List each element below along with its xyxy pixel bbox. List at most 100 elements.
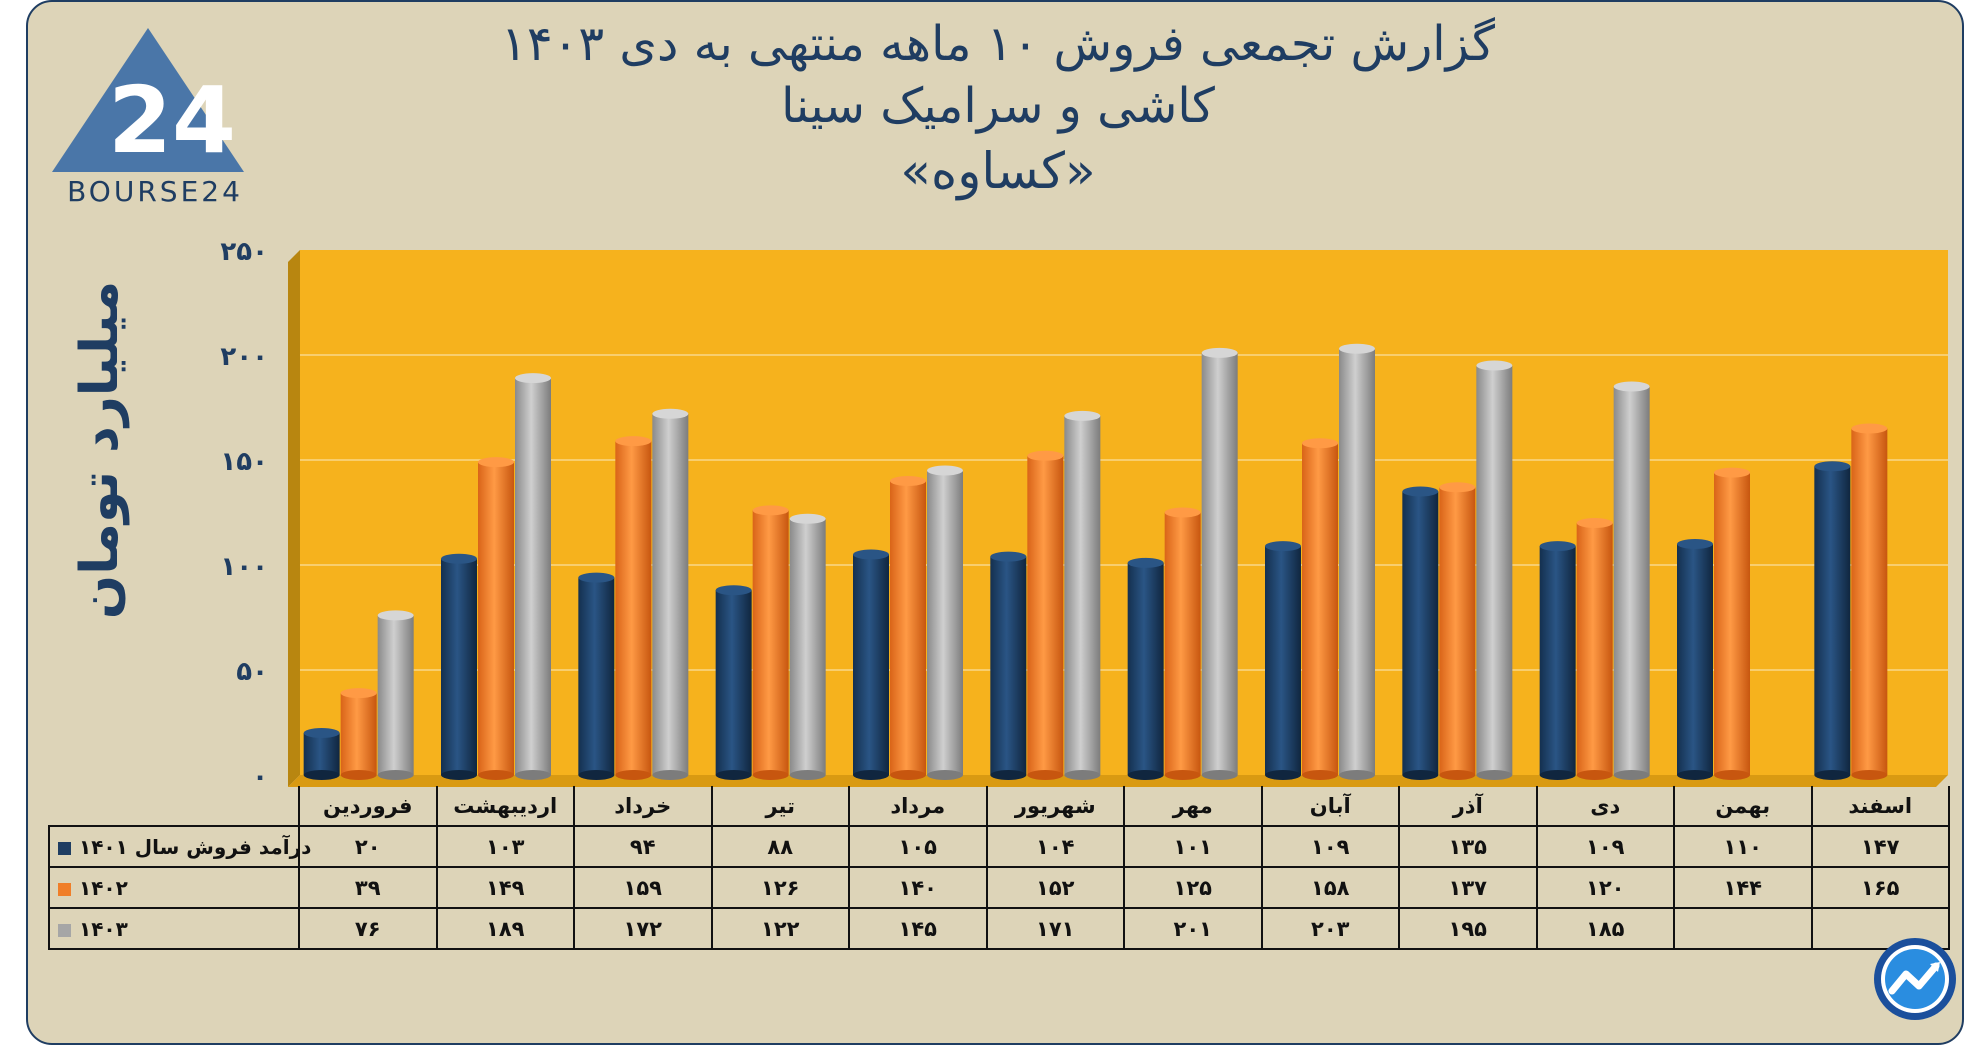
bar-1402 xyxy=(1851,423,1888,780)
data-label: ۲۰ xyxy=(298,825,438,868)
data-label xyxy=(1673,907,1813,950)
bar-1403-cap xyxy=(652,408,689,419)
data-label: ۱۰۴ xyxy=(985,825,1125,868)
bar-1401-base xyxy=(303,770,340,780)
bar-1403-base xyxy=(515,770,551,780)
bar-1401 xyxy=(1127,557,1164,780)
x-tick-label: اسفند xyxy=(1810,786,1950,827)
x-tick-label: بهمن xyxy=(1673,786,1813,827)
data-label: ۱۰۱ xyxy=(1123,825,1263,868)
ticker-symbol: «کساوه» xyxy=(900,142,1096,200)
bar-1402 xyxy=(752,505,789,780)
bar-1403 xyxy=(1613,381,1650,780)
bar-1401-base xyxy=(1402,770,1439,780)
bar-1401-cap xyxy=(853,549,889,560)
x-tick-label: شهریور xyxy=(985,786,1125,827)
x-tick-label: آبان xyxy=(1260,786,1400,827)
x-tick-label: تیر xyxy=(710,786,850,827)
table-row: درآمد فروش سال ۱۴۰۱ ۲۰ ۱۰۳ ۹۴ ۸۸ ۱۰۵ ۱۰۴ ۱۰۱ ۱۰۹… xyxy=(48,825,1950,868)
bar-1403 xyxy=(1476,360,1513,780)
legend-label: درآمد فروش سال ۱۴۰۱ xyxy=(79,834,312,859)
table-row: ۱۴۰۲ ۳۹ ۱۴۹ ۱۵۹ ۱۲۶ ۱۴۰ ۱۵۲ ۱۲۵ ۱۵۸ ۱۳۷ ۱۲۰ ۱۴۴ ۱۶۵ xyxy=(48,866,1950,909)
bar-1403 xyxy=(927,465,963,780)
plot-area xyxy=(300,250,1948,775)
bar-1401 xyxy=(1539,541,1576,780)
data-label: ۱۳۵ xyxy=(1398,825,1538,868)
bar-1402-body xyxy=(1439,487,1476,775)
plot-floor xyxy=(288,775,1948,787)
bar-1402 xyxy=(1027,450,1064,780)
bar-1401-cap xyxy=(1539,541,1576,552)
y-tick-label: ۰ xyxy=(252,762,268,792)
bar-1403-cap xyxy=(1339,343,1375,354)
bar-1401 xyxy=(1814,461,1851,780)
bar-1403 xyxy=(1339,343,1375,780)
legend-swatch xyxy=(58,882,71,896)
data-label: ۸۸ xyxy=(710,825,850,868)
bar-1402-cap xyxy=(478,457,514,468)
bar-1403-cap xyxy=(1064,410,1101,421)
bar-1403-body xyxy=(927,470,963,775)
data-label: ۹۴ xyxy=(573,825,713,868)
bar-1402-base xyxy=(615,770,652,780)
bar-1401-body xyxy=(441,558,477,775)
bar-1402-cap xyxy=(752,505,789,516)
data-label: ۱۶۵ xyxy=(1810,866,1950,909)
bar-1402 xyxy=(615,436,652,780)
bar-1403-base xyxy=(1613,770,1650,780)
legend-entry: ۱۴۰۳ xyxy=(48,907,300,950)
bar-1402 xyxy=(1576,518,1613,780)
bar-1402-base xyxy=(340,770,377,780)
bar-1401-base xyxy=(990,770,1027,780)
x-tick-label: مرداد xyxy=(848,786,988,827)
bar-1403-body xyxy=(1201,352,1238,775)
bar-1401-cap xyxy=(441,553,477,564)
bar-1402-cap xyxy=(1851,423,1888,434)
bar-1403-body xyxy=(377,615,414,775)
bar-1402-cap xyxy=(1439,482,1476,493)
bar-1402-body xyxy=(1714,472,1750,775)
data-label: ۱۲۵ xyxy=(1123,866,1263,909)
legend-label: ۱۴۰۲ xyxy=(79,875,128,900)
data-label: ۱۷۱ xyxy=(985,907,1125,950)
legend-entry: ۱۴۰۲ xyxy=(48,866,300,909)
bar-1401-base xyxy=(1265,770,1301,780)
bar-1402-body xyxy=(615,441,652,775)
data-label: ۱۵۸ xyxy=(1260,866,1400,909)
bar-1403-base xyxy=(789,770,826,780)
logo-brand-text: BOURSE24 xyxy=(67,175,243,208)
bourse24-logo: 24 xyxy=(52,28,244,174)
x-tick-label: مهر xyxy=(1123,786,1263,827)
data-label: ۱۴۹ xyxy=(435,866,575,909)
bar-1402-base xyxy=(1714,770,1750,780)
bar-1401 xyxy=(578,572,615,780)
bar-1403-body xyxy=(1613,386,1650,775)
data-label: ۱۴۴ xyxy=(1673,866,1813,909)
y-tick-label: ۲۰۰ xyxy=(220,342,268,372)
bar-1403-cap xyxy=(1613,381,1650,392)
data-label: ۱۵۹ xyxy=(573,866,713,909)
bar-1403-cap xyxy=(927,465,963,476)
bar-1401 xyxy=(1265,541,1301,780)
bar-1401-base xyxy=(441,770,477,780)
bar-1402 xyxy=(478,457,514,780)
y-tick-label: ۱۰۰ xyxy=(220,552,268,582)
bar-1403-body xyxy=(515,378,551,775)
logo-mark-text: 24 xyxy=(108,67,236,174)
bar-1403-base xyxy=(1201,770,1238,780)
bar-1401 xyxy=(853,549,889,780)
bar-1401-cap xyxy=(1402,486,1439,497)
bar-1401-cap xyxy=(578,572,615,583)
bar-1402-body xyxy=(890,481,926,775)
data-label: ۱۰۳ xyxy=(435,825,575,868)
x-tick-label: خرداد xyxy=(573,786,713,827)
bar-1402-body xyxy=(1164,512,1201,775)
y-tick-label: ۱۵۰ xyxy=(220,447,268,477)
company-name: کاشی و سرامیک سینا xyxy=(781,78,1215,134)
bar-1401-body xyxy=(1127,562,1164,775)
data-label: ۱۰۵ xyxy=(848,825,988,868)
data-label: ۳۹ xyxy=(298,866,438,909)
data-label: ۱۲۰ xyxy=(1535,866,1675,909)
bar-1403-body xyxy=(1339,348,1375,775)
